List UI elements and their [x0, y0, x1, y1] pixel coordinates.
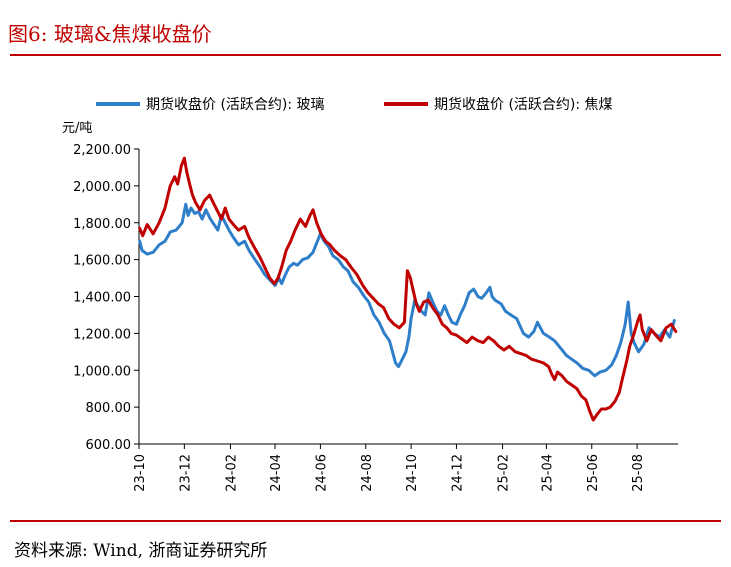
y-tick-label: 1,600.00 — [73, 254, 131, 269]
x-tick-label: 24-08 — [360, 454, 375, 492]
x-tick-label: 24-02 — [224, 454, 239, 492]
y-axis-unit-label: 元/吨 — [62, 121, 92, 136]
x-tick-label: 25-04 — [540, 454, 555, 492]
y-tick-label: 800.00 — [86, 401, 132, 416]
source-divider — [10, 520, 721, 522]
series-layer — [138, 156, 678, 422]
y-tick-label: 2,200.00 — [73, 143, 131, 158]
y-tick-label: 600.00 — [86, 438, 132, 453]
title-divider — [10, 54, 721, 56]
y-tick-label: 2,000.00 — [73, 180, 131, 195]
figure-title: 图6: 玻璃&焦煤收盘价 — [8, 22, 212, 46]
legend-label-glass: 期货收盘价 (活跃合约): 玻璃 — [146, 96, 325, 113]
series-line-glass — [138, 202, 676, 378]
legend: 期货收盘价 (活跃合约): 玻璃 期货收盘价 (活跃合约): 焦煤 — [96, 96, 613, 113]
x-axis: 23-10 23-12 24-02 24-04 24-06 24-08 24-10 24-12… — [133, 443, 678, 492]
y-tick-label: 1,400.00 — [73, 291, 131, 306]
x-tick-label: 23-12 — [178, 454, 193, 492]
x-tick-label: 24-04 — [269, 454, 284, 492]
y-tick-label: 1,000.00 — [73, 364, 131, 379]
series-line-coking-coal — [138, 156, 678, 422]
x-tick-label: 25-08 — [631, 454, 646, 492]
y-tick-label: 1,200.00 — [73, 327, 131, 342]
x-tick-label: 24-10 — [405, 454, 420, 492]
x-tick-label: 24-12 — [450, 454, 465, 492]
y-axis: 600.00 800.00 1,000.00 1,200.00 1,400.00 1,60… — [73, 143, 140, 453]
legend-label-coking-coal: 期货收盘价 (活跃合约): 焦煤 — [434, 96, 613, 113]
y-tick-label: 1,800.00 — [73, 217, 131, 232]
source-note: 资料来源: Wind, 浙商证券研究所 — [14, 541, 268, 561]
x-tick-label: 23-10 — [133, 454, 148, 492]
x-tick-label: 24-06 — [314, 454, 329, 492]
x-tick-label: 25-06 — [586, 454, 601, 492]
x-tick-label: 25-02 — [497, 454, 512, 492]
